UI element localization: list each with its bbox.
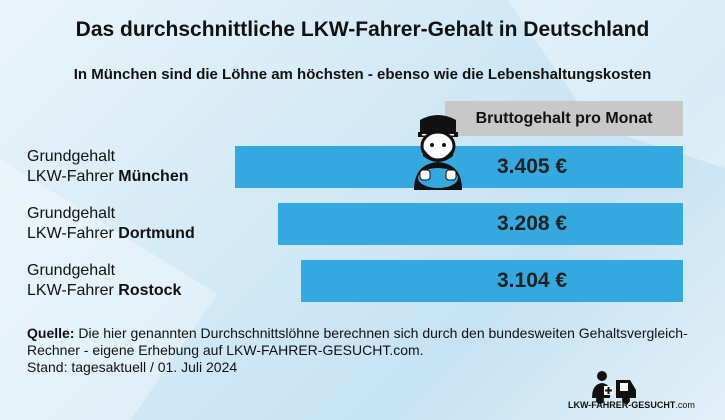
source-text: Die hier genannten Durchschnittslöhne be… — [27, 325, 688, 358]
value-label: 3.405 € — [497, 155, 568, 178]
bar — [277, 203, 683, 245]
truck-driver-icon — [414, 115, 462, 190]
category-label: Grundgehalt LKW-Fahrer Rostock — [27, 262, 182, 299]
source-note: Quelle: Die hier genannten Durchschnitts… — [27, 325, 697, 376]
logo-truck-icon — [592, 371, 636, 404]
chart-subtitle: In München sind die Löhne am höchsten - … — [73, 66, 652, 83]
value-label: 3.208 € — [497, 212, 568, 235]
chart-title: Das durchschnittliche LKW-Fahrer-Gehalt … — [75, 18, 650, 41]
stand-text: Stand: tagesaktuell / 01. Juli 2024 — [27, 359, 238, 375]
source-label: Quelle: — [27, 325, 75, 341]
category-label: Grundgehalt LKW-Fahrer Dortmund — [27, 205, 195, 242]
logo-text: LKW-FAHRER-GESUCHT.com — [568, 400, 695, 410]
bar — [300, 260, 683, 302]
category-label: Grundgehalt LKW-Fahrer München — [27, 148, 189, 185]
value-label: 3.104 € — [497, 269, 568, 292]
column-header: Bruttogehalt pro Monat — [445, 101, 683, 136]
